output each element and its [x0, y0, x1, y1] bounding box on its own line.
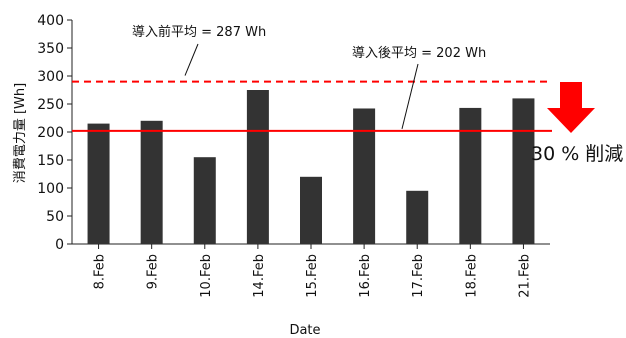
y-tick-label: 150 — [37, 153, 64, 169]
y-tick-label: 200 — [37, 125, 64, 141]
reduction-annotation: 30 % 削減 — [531, 143, 623, 165]
y-tick-label: 350 — [37, 41, 64, 57]
reference-pointer-before — [184, 43, 199, 76]
reduction-arrow-icon — [547, 82, 595, 133]
x-tick-label: 10.Feb — [199, 254, 214, 298]
bar — [140, 120, 163, 244]
x-tick-label: 16.Feb — [358, 254, 373, 298]
x-tick-label: 21.Feb — [517, 254, 532, 298]
reference-lines: 導入前平均 = 287 Wh 導入後平均 = 202 Wh — [72, 24, 552, 132]
y-tick-label: 250 — [37, 97, 64, 113]
bars — [87, 90, 535, 245]
labels: 8.Feb 9.Feb 10.Feb 14.Feb 15.Feb 16.Feb 17.Feb… — [93, 244, 532, 298]
y-tick-label: 0 — [55, 237, 64, 253]
bar — [193, 157, 216, 244]
x-axis-title: Date — [289, 323, 320, 338]
bar — [87, 123, 110, 244]
y-axis-title: 消費電力量 [Wh] — [13, 83, 28, 183]
axes: 0 50 100 150 200 250 300 350 400 — [37, 13, 550, 253]
y-tick-label: 100 — [37, 181, 64, 197]
bar — [459, 107, 482, 244]
reference-label-after: 導入後平均 = 202 Wh — [352, 46, 486, 61]
bar — [246, 90, 269, 244]
reference-pointer-after — [401, 63, 419, 129]
arrow-shape — [547, 82, 595, 133]
y-tick-label: 50 — [46, 209, 64, 225]
y-tick-label: 400 — [37, 13, 64, 29]
bar — [512, 98, 535, 245]
bar — [353, 108, 376, 244]
reference-label-before: 導入前平均 = 287 Wh — [132, 24, 266, 40]
bar — [300, 176, 322, 244]
x-tick-label: 15.Feb — [305, 254, 320, 298]
x-tick-label: 9.Feb — [146, 254, 161, 289]
bar — [406, 190, 429, 244]
x-tick-label: 17.Feb — [411, 254, 426, 298]
x-tick-label: 14.Feb — [252, 254, 267, 298]
y-tick-label: 300 — [37, 69, 64, 85]
x-tick-label: 8.Feb — [93, 254, 108, 289]
x-tick-label: 18.Feb — [464, 254, 479, 298]
